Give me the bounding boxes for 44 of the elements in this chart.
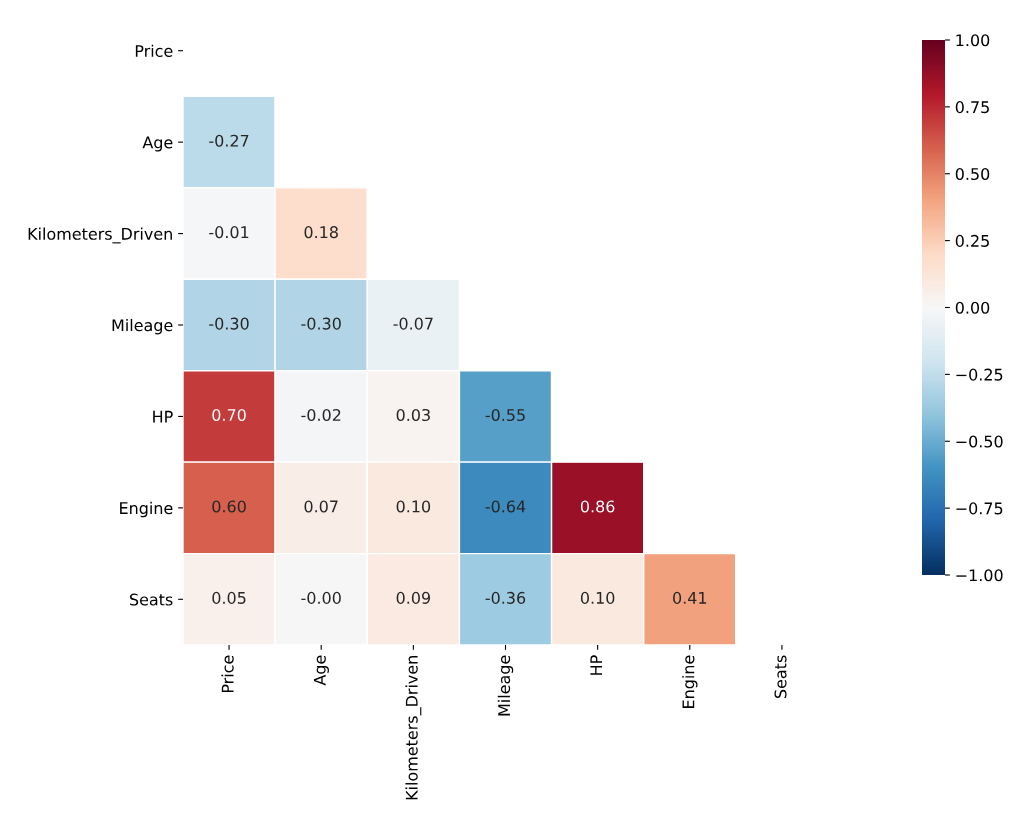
y-tick-label: Seats xyxy=(129,593,173,606)
data-label: 0.07 xyxy=(304,500,338,513)
y-tick-label: Mileage xyxy=(112,318,173,335)
data-label: 0.10 xyxy=(396,500,431,513)
data-label: -0.30 xyxy=(301,317,341,330)
data-label: -0.30 xyxy=(209,317,249,330)
x-tick-label: Kilometers_Driven xyxy=(405,656,422,800)
data-label: 0.86 xyxy=(580,500,615,513)
y-tick-label: Engine xyxy=(120,501,173,518)
color-bar-label: −0.25 xyxy=(956,368,1003,381)
x-tick-label: Mileage xyxy=(497,655,514,716)
data-label: 0.03 xyxy=(396,408,430,422)
color-bar-label: −0.50 xyxy=(956,435,1003,448)
y-tick-label: Age xyxy=(142,136,173,152)
x-tick-label: HP xyxy=(590,655,603,675)
color-bar-label: −0.75 xyxy=(956,502,1003,515)
data-label: -0.01 xyxy=(209,226,249,239)
data-label: 0.60 xyxy=(212,500,246,513)
data-label: -0.55 xyxy=(485,408,525,422)
data-label: 0.05 xyxy=(212,591,246,604)
data-label: -0.02 xyxy=(301,408,341,422)
y-tick-label: HP xyxy=(153,410,173,423)
color-bar-label: 0.00 xyxy=(955,301,990,314)
x-tick-label: Engine xyxy=(682,655,698,708)
color-bar-label: 0.50 xyxy=(955,167,990,181)
y-tick-label: Kilometers_Driven xyxy=(28,227,172,244)
data-label: 0.70 xyxy=(212,408,246,422)
data-label: 0.10 xyxy=(580,591,615,604)
x-tick-label: Seats xyxy=(774,655,787,699)
data-label: 0.41 xyxy=(673,591,707,604)
x-tick-label: Price xyxy=(221,655,234,693)
color-bar-label: 0.75 xyxy=(955,101,989,114)
y-tick-label: Price xyxy=(135,44,173,58)
color-bar-label: −1.00 xyxy=(956,569,1003,582)
data-label: -0.00 xyxy=(301,591,341,604)
data-label: 0.09 xyxy=(396,591,431,604)
data-label: -0.36 xyxy=(485,591,526,604)
data-label: -0.27 xyxy=(209,134,249,147)
color-bar-label: 1.00 xyxy=(956,34,990,47)
x-tick-label: Age xyxy=(313,655,329,686)
data-label: -0.07 xyxy=(393,317,433,330)
color-bar-label: 0.25 xyxy=(955,234,989,247)
data-label: -0.64 xyxy=(485,500,526,513)
data-label: 0.18 xyxy=(304,226,338,239)
